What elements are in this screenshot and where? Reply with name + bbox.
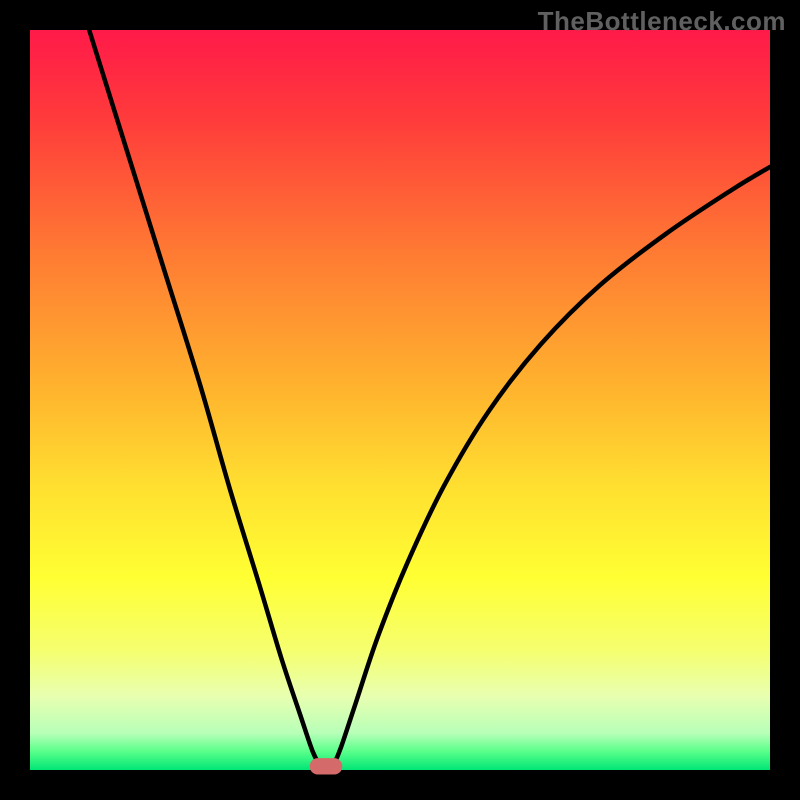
watermark-text: TheBottleneck.com [538,6,786,37]
minimum-marker [310,758,343,774]
bottleneck-chart [0,0,800,800]
chart-frame: TheBottleneck.com [0,0,800,800]
plot-background-gradient [30,30,770,770]
